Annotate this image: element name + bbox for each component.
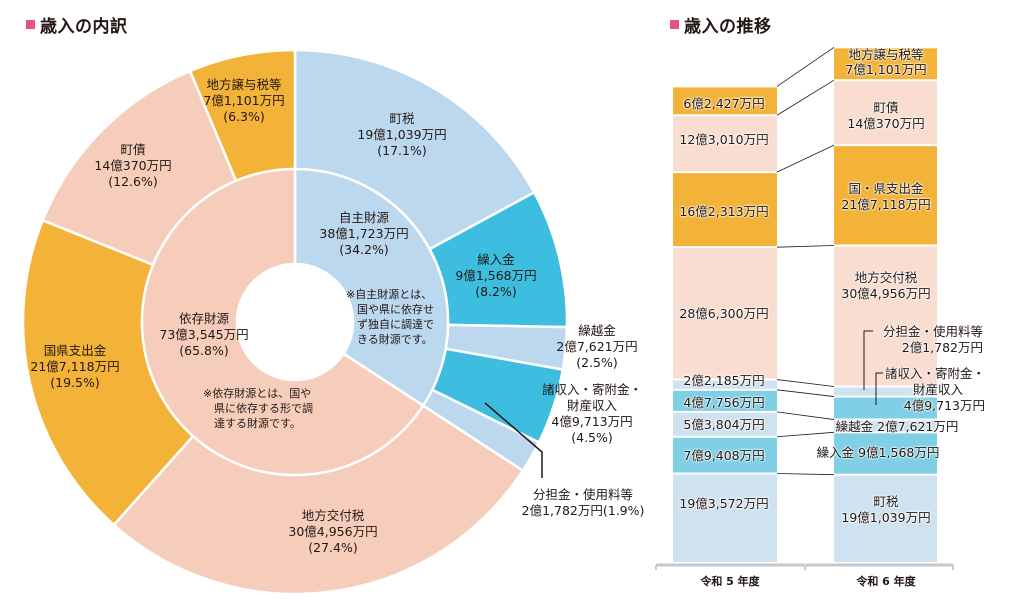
bar-segment-r6-1 [834, 433, 937, 474]
r6-label-buntan: 分担金・使用料等 2億1,782万円 [882, 324, 984, 355]
label-buntan: 分担金・使用料等 2億1,782万円(1.9%) [521, 487, 645, 518]
r6-label-kurinyu: 繰入金 9億1,568万円 [816, 445, 940, 460]
bar-segment-r5-2 [673, 412, 777, 436]
bar-segment-r6-3 [834, 397, 937, 419]
bar-segment-r6-6 [834, 146, 937, 245]
connector-line-7 [776, 79, 835, 116]
connector-line-0 [776, 473, 835, 476]
bar-segment-r6-2 [834, 420, 937, 432]
right-chart-title: 歳入の推移 [670, 12, 772, 37]
x-tick-r5: 令和 5 年度 [700, 575, 760, 588]
bar-segment-r5-8 [673, 87, 777, 115]
bar-segment-r5-6 [673, 173, 777, 247]
r6-label-kofuzei: 地方交付税 30億4,956万円 [841, 270, 931, 301]
bar-segment-r5-0 [673, 474, 777, 562]
connector-line-3 [776, 389, 835, 397]
leader-line-buntan [484, 402, 543, 478]
r5-label-kurikoshi: 5億3,804万円 [683, 417, 765, 432]
connector-line-6 [776, 144, 835, 173]
note-izon-zaigen: ※依存財源とは、国や 県に依存する形で調 達する財源です。 [203, 387, 313, 430]
bar-segment-r5-3 [673, 390, 777, 411]
r5-label-kofuzei: 28億6,300万円 [679, 306, 769, 321]
connector-line-8 [776, 47, 835, 87]
bar-segment-r6-0 [834, 475, 937, 562]
label-shoshunyu: 諸収入・寄附金・ 財産収入 4億9,713万円 (4.5%) [541, 382, 643, 445]
connector-line-4 [776, 379, 835, 387]
x-tick-r6: 令和 6 年度 [856, 575, 916, 588]
r6-label-joyo: 地方譲与税等 7億1,101万円 [845, 47, 927, 77]
title-marker-icon [670, 20, 679, 29]
connector-line-2 [776, 411, 835, 420]
bar-segment-r5-7 [673, 116, 777, 172]
bar-segment-r5-4 [673, 380, 777, 389]
r6-label-kurikoshi: 繰越金 2億7,621万円 [835, 419, 959, 434]
label-kofuzei: 地方交付税 30億4,956万円 (27.4%) [288, 508, 378, 555]
connector-line-1 [776, 431, 835, 438]
label-jishu-zaigen: 自主財源 38億1,723万円 (34.2%) [319, 210, 409, 257]
leader-line-buntan-r6 [863, 330, 873, 390]
label-kurikoshi: 繰越金 2億7,621万円 (2.5%) [556, 323, 638, 370]
leader-line-shoshunyu-r6 [875, 372, 883, 405]
connector-line-5 [776, 245, 835, 248]
bar-segment-r6-5 [834, 246, 937, 386]
r6-label-machizei: 町税 19億1,039万円 [841, 494, 931, 525]
bar-segment-r6-4 [834, 387, 937, 396]
label-kokuken: 国県支出金 21億7,118万円 (19.5%) [30, 343, 120, 390]
bar-segment-r5-1 [673, 437, 777, 473]
r5-label-shoshunyu: 4億7,756万円 [683, 395, 765, 410]
note-jishu-zaigen: ※自主財源とは、 国や県に依存せ ず独自に調達で きる財源です。 [346, 288, 434, 346]
left-chart-title: 歳入の内訳 [26, 12, 128, 37]
label-machizei: 町税 19億1,039万円 (17.1%) [357, 111, 447, 158]
label-kurinyu: 繰入金 9億1,568万円 (8.2%) [455, 252, 537, 299]
r6-label-chosai: 町債 14億370万円 [847, 100, 925, 131]
r5-label-buntan: 2億2,185万円 [683, 373, 765, 388]
bar-segment-r6-7 [834, 81, 937, 145]
bar-segment-r6-8 [834, 48, 937, 80]
label-chosai: 町債 14億370万円 (12.6%) [94, 142, 172, 189]
label-joyo: 地方譲与税等 7億1,101万円 (6.3%) [203, 77, 285, 124]
r6-label-kokuken: 国・県支出金 21億7,118万円 [841, 181, 931, 212]
r6-label-shoshunyu: 諸収入・寄附金・ 財産収入 4億9,713万円 [884, 366, 986, 413]
r5-label-machizei: 19億3,572万円 [679, 496, 769, 511]
r5-label-chosai: 12億3,010万円 [679, 132, 769, 147]
r5-label-joyo: 6億2,427万円 [683, 96, 765, 111]
r5-label-kurinyu: 7億9,408万円 [683, 448, 765, 463]
donut-hole [237, 264, 353, 380]
title-marker-icon [26, 20, 35, 29]
outer-ring [21, 48, 569, 596]
bar-segment-r5-5 [673, 248, 777, 379]
label-izon-zaigen: 依存財源 73億3,545万円 (65.8%) [159, 311, 249, 358]
r5-label-kokuken: 16億2,313万円 [679, 204, 769, 219]
